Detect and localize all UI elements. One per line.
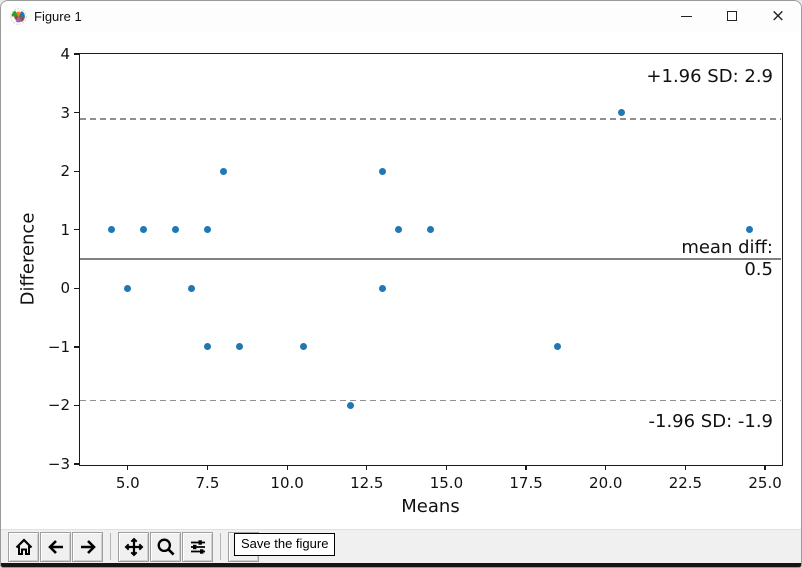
sliders-icon [190,539,205,554]
y-tick-label: −3 [47,455,70,473]
toolbar-separator [220,533,221,560]
window-bottom-edge [1,563,801,567]
y-tick [74,404,79,407]
mean-line [80,258,781,260]
y-tick [74,170,79,172]
data-point [554,343,562,351]
configure-subplots-button[interactable] [182,531,213,562]
zoom-button[interactable] [150,531,181,562]
data-point [188,284,196,292]
save-tooltip: Save the figure [234,533,336,556]
x-tick-label: 22.5 [668,474,703,492]
data-point [745,226,753,234]
maximize-icon [727,11,737,21]
y-tick-label: 2 [60,162,70,181]
close-button[interactable]: × [755,1,801,31]
data-point [427,226,434,234]
x-tick [605,465,607,470]
back-arrow-icon [47,539,63,554]
x-tick-label: 7.5 [195,474,220,492]
y-tick [74,463,79,465]
y-tick [74,287,79,289]
close-icon: × [770,5,786,26]
y-tick [74,111,79,114]
forward-button[interactable] [72,531,103,562]
data-point [203,343,211,351]
line-annotation: mean diff: 0.5 [681,237,773,280]
x-tick [366,465,368,470]
navigation-toolbar: Save the figure [1,529,801,563]
data-point [379,284,387,292]
x-tick-label: 25.0 [748,474,782,492]
y-tick-label: 3 [60,103,70,122]
x-tick [286,465,288,470]
home-icon [15,537,32,555]
x-tick-label: 15.0 [429,474,464,492]
matplotlib-logo-icon [10,7,27,25]
back-button[interactable] [40,531,71,562]
x-tick [684,465,687,470]
title-bar[interactable]: Figure 1 × [1,1,801,31]
x-tick [206,465,209,470]
minimize-icon [680,15,692,17]
home-button[interactable] [8,531,39,562]
data-point [395,226,403,234]
x-tick-label: 5.0 [115,474,140,492]
data-point [108,226,116,234]
plot-area [78,52,783,466]
toolbar-separator [110,533,111,560]
line-annotation: +1.96 SD: 2.9 [646,66,773,88]
data-point [140,226,148,234]
y-tick-label: −2 [47,396,70,415]
x-tick-label: 10.0 [270,474,304,492]
x-axis-label: Means [401,496,460,517]
data-point [203,226,211,234]
data-point [347,401,355,409]
y-tick [74,346,79,348]
y-tick-label: 0 [60,279,70,298]
y-tick [74,229,79,231]
data-point [124,284,132,292]
sd-limit-line [80,118,781,121]
x-tick [445,465,448,470]
y-tick-label: 4 [60,45,70,63]
x-tick [764,465,766,470]
data-point [618,109,626,117]
y-tick [74,53,79,55]
figure-canvas[interactable]: Means Difference +1.96 SD: 2.9 mean diff:… [1,31,801,529]
x-tick [525,465,527,470]
line-annotation: -1.96 SD: -1.9 [648,410,774,432]
pan-button[interactable] [118,531,149,562]
sd-limit-line [80,399,781,402]
y-tick-label: 1 [60,220,70,239]
data-point [299,343,307,351]
magnifier-icon [157,538,175,556]
data-point [379,167,387,175]
x-tick [127,465,129,470]
data-point [235,343,243,351]
forward-arrow-icon [80,539,96,554]
maximize-button[interactable] [709,1,755,31]
data-point [172,226,180,234]
x-tick-label: 17.5 [509,474,543,492]
window-title: Figure 1 [34,8,82,24]
x-tick-label: 12.5 [350,474,384,492]
pan-icon [124,537,143,556]
x-tick-label: 20.0 [589,474,623,492]
data-point [219,167,227,175]
y-tick-label: −1 [47,337,70,356]
minimize-button[interactable] [663,1,709,31]
